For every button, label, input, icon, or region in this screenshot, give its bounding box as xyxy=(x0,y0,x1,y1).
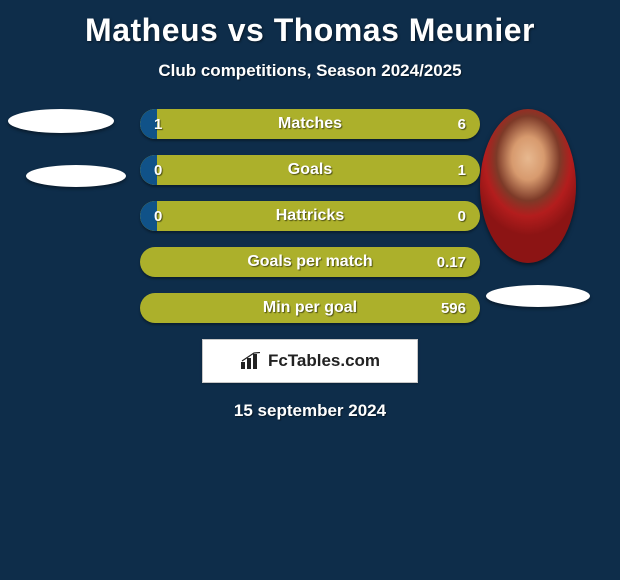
stat-value-right: 596 xyxy=(441,293,466,323)
page-title: Matheus vs Thomas Meunier xyxy=(0,0,620,49)
stat-value-right: 1 xyxy=(458,155,466,185)
comparison-stage: 1 Matches 6 0 Goals 1 0 Hattricks 0 Goal… xyxy=(0,109,620,421)
brand-box[interactable]: FcTables.com xyxy=(202,339,418,383)
stat-label: Matches xyxy=(140,109,480,139)
stat-value-right: 6 xyxy=(458,109,466,139)
date-label: 15 september 2024 xyxy=(0,401,620,421)
stat-row-min-per-goal: Min per goal 596 xyxy=(140,293,480,323)
stat-label: Goals per match xyxy=(140,247,480,277)
page-subtitle: Club competitions, Season 2024/2025 xyxy=(0,61,620,81)
player-right-avatar xyxy=(480,109,590,307)
player-portrait-icon xyxy=(480,109,576,263)
avatar-placeholder-icon xyxy=(486,285,590,307)
brand-label: FcTables.com xyxy=(268,351,380,371)
player-left-avatar xyxy=(8,109,126,187)
stat-label: Hattricks xyxy=(140,201,480,231)
stat-value-right: 0 xyxy=(458,201,466,231)
stat-label: Goals xyxy=(140,155,480,185)
stat-row-hattricks: 0 Hattricks 0 xyxy=(140,201,480,231)
stat-bars: 1 Matches 6 0 Goals 1 0 Hattricks 0 Goal… xyxy=(140,109,480,323)
avatar-placeholder-icon xyxy=(8,109,114,133)
stat-value-right: 0.17 xyxy=(437,247,466,277)
bar-chart-icon xyxy=(240,352,262,370)
stat-row-goals: 0 Goals 1 xyxy=(140,155,480,185)
avatar-placeholder-icon xyxy=(26,165,126,187)
stat-row-matches: 1 Matches 6 xyxy=(140,109,480,139)
stat-label: Min per goal xyxy=(140,293,480,323)
stat-row-goals-per-match: Goals per match 0.17 xyxy=(140,247,480,277)
